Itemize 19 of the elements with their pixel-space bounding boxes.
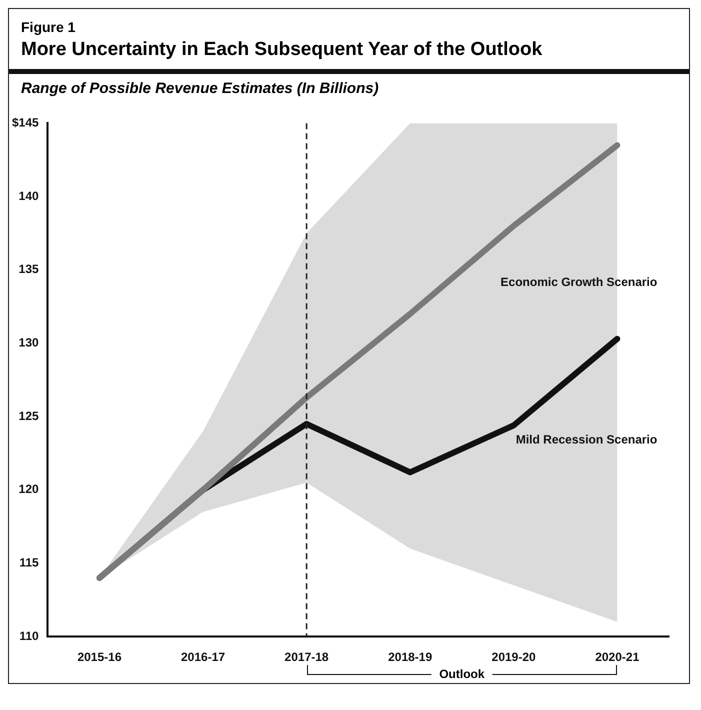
y-tick-label: 120 (18, 482, 40, 496)
x-tick-label: 2018-19 (388, 650, 432, 664)
chart-subtitle: Range of Possible Revenue Estimates (In Billions) (9, 69, 689, 103)
chart-title: More Uncertainty in Each Subsequent Year of the Outlook (20, 39, 544, 62)
y-tick-label: 110 (19, 628, 40, 643)
y-tick-label: 135 (18, 262, 40, 276)
y-tick-label: 115 (19, 556, 40, 570)
y-tick-label: $145 (12, 116, 40, 130)
x-tick-label: 2017-18 (284, 650, 329, 664)
x-tick-label: 2019-20 (492, 650, 536, 664)
x-tick-label: 2016-17 (181, 650, 226, 664)
x-tick-label: 2015-16 (77, 650, 122, 664)
caption: Figure 1 (20, 18, 76, 37)
series-label: Mild Recession Scenario (516, 432, 658, 446)
text: Economic Growth Scenario (500, 274, 658, 289)
y-tick-label: 140 (18, 188, 40, 203)
y-tick-label: 130 (18, 336, 40, 350)
y-tick-label: 125 (18, 408, 40, 423)
x-tick-label: 2020-21 (595, 650, 640, 664)
